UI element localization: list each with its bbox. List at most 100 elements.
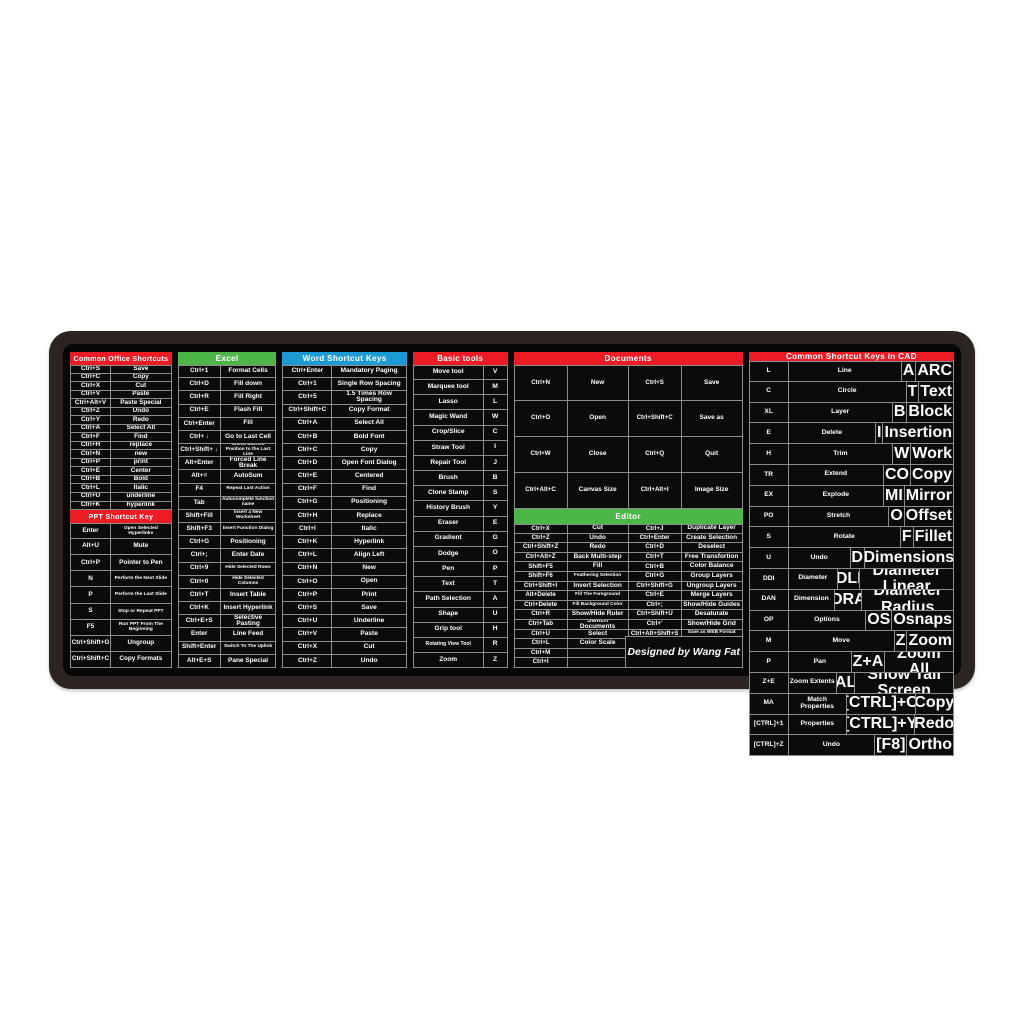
tool-name: Eraser xyxy=(412,515,484,532)
shortcut-action: Ungroup xyxy=(110,634,172,652)
table-row: Ctrl+H Replace xyxy=(282,508,407,524)
shortcut-action: Delete xyxy=(787,422,876,445)
shortcut-action: Work xyxy=(910,443,954,465)
shortcut-action: Positioning xyxy=(331,495,407,510)
section-header-cad: Common Shortcut Keys in CAD xyxy=(748,352,954,361)
tool-name: Grip tool xyxy=(412,621,484,638)
shortcut-key: PO xyxy=(748,505,789,528)
shortcut-action: Insert Table xyxy=(219,587,277,603)
table-row: Text T xyxy=(412,576,508,593)
shortcut-key: DDI xyxy=(748,567,789,590)
shortcut-key: Ctrl+A xyxy=(282,416,333,431)
table-row: Pen P xyxy=(412,561,508,578)
table-row: XL Layer B Block xyxy=(748,401,954,424)
table-row: Shape U xyxy=(412,606,508,623)
table-row: Shift+Fill Insert a New Worksheet xyxy=(177,508,277,524)
basic-tools-grid: Move tool V Marquee tool M Lasso L Magic Wand W… xyxy=(412,365,508,669)
section-header-excel: Excel xyxy=(177,352,277,365)
shortcut-key: DAN xyxy=(748,588,789,611)
shortcut-action: Switch To The Uplink xyxy=(219,640,277,655)
table-row: Magic Wand W xyxy=(412,409,508,426)
table-row: Straw Tool I xyxy=(412,439,508,456)
shortcut-key: Ctrl+5 xyxy=(282,390,333,405)
shortcut-action: Move xyxy=(787,630,895,653)
shortcut-key: Ctrl+I xyxy=(513,657,568,668)
shortcut-key: Ctrl+O xyxy=(513,400,568,437)
shortcut-action: Trim xyxy=(787,443,894,465)
shortcut-action: Copy Formats xyxy=(110,650,172,668)
shortcut-key: Ctrl+K xyxy=(70,500,111,511)
shortcut-action: Explode xyxy=(787,484,884,507)
shortcut-key: Ctrl+V xyxy=(282,627,333,642)
shortcut-action: Open xyxy=(331,574,407,589)
tool-key: Y xyxy=(482,500,508,517)
column-office: Common Office Shortcuts Ctrl+S Save Ctrl+C… xyxy=(70,352,172,668)
shortcut-key: P xyxy=(748,651,789,673)
tool-key: G xyxy=(482,530,508,547)
table-row: P Pan Z+A Zoom All xyxy=(748,651,954,673)
table-row: Ctrl+O Open Ctrl+Shift+C Save as xyxy=(513,400,743,437)
shortcut-key: Ctrl+W xyxy=(513,436,568,473)
table-row: Ctrl+Shift+G Ungroup xyxy=(70,634,172,652)
shortcut-action: Layer xyxy=(787,401,893,424)
shortcut-action: Dimensions xyxy=(863,547,954,569)
table-row: [CTRL]+Z Undo [F8] Ortho xyxy=(748,734,954,757)
shortcut-key: AL xyxy=(835,671,856,694)
table-row: Ctrl+N New Ctrl+S Save xyxy=(513,365,743,401)
shortcut-key: DRA xyxy=(834,588,863,611)
shortcut-action: Show Tall Screen xyxy=(854,671,954,694)
column-basic-tools: Basic tools Move tool V Marquee tool M Lasso… xyxy=(412,352,508,669)
shortcut-action: Insert Function Dialog xyxy=(219,522,277,537)
shortcut-key: T xyxy=(905,380,920,403)
shortcut-key: Ctrl+Shift+ ↓ xyxy=(177,443,221,458)
shortcut-action: Italic xyxy=(331,522,407,537)
shortcut-key: Ctrl+X xyxy=(282,640,333,655)
table-row: Dodge O xyxy=(412,545,508,563)
shortcut-action: Block xyxy=(906,401,954,424)
tool-key: V xyxy=(482,365,508,381)
table-row: Enter Open Selected Hyperlinks xyxy=(70,523,172,540)
shortcut-key: W xyxy=(892,443,912,465)
shortcut-action: Copy xyxy=(910,463,954,486)
shortcut-action: Selective Pasting xyxy=(219,614,277,629)
shortcut-action: Stretch xyxy=(787,505,890,528)
shortcut-key: Ctrl+D xyxy=(282,456,333,471)
tool-name: Clone Stamp xyxy=(412,485,484,502)
shortcut-key: C xyxy=(748,380,789,403)
shortcut-action: Hyperlink xyxy=(331,535,407,550)
table-row: Shift+F3 Insert Function Dialog xyxy=(177,522,277,537)
shortcut-key: F xyxy=(899,526,914,549)
column-word: Word Shortcut Keys Ctrl+Enter Mandatory P… xyxy=(282,352,407,668)
shortcut-key: Ctrl+P xyxy=(70,554,111,572)
shortcut-action: Undo xyxy=(787,547,851,569)
designer-signature: Designed by Wang Fat xyxy=(624,636,743,668)
shortcut-key: Ctrl+B xyxy=(282,429,333,445)
shortcut-action: Pane Special xyxy=(219,653,277,668)
shortcut-action: Match Properties xyxy=(787,692,847,715)
shortcut-action: Align Left xyxy=(331,548,407,563)
shortcut-action: Fill xyxy=(219,416,277,431)
tool-key: M xyxy=(482,379,508,396)
shortcut-action: Osnaps xyxy=(891,609,954,632)
shortcut-action: Insert Hyperlink xyxy=(219,601,277,616)
table-row: Ctrl+K Insert Hyperlink xyxy=(177,601,277,616)
shortcut-action: Undo xyxy=(331,653,407,668)
section-header-ppt: PPT Shortcut Key xyxy=(70,510,172,523)
table-row: Repair Tool J xyxy=(412,454,508,472)
shortcut-action: Forced Line Break xyxy=(219,456,277,471)
shortcut-key: Ctrl+9 xyxy=(177,561,221,576)
shortcut-action: Select All xyxy=(331,416,407,431)
shortcut-key: TR xyxy=(748,463,789,486)
tool-key: J xyxy=(482,454,508,472)
shortcut-action: Zoom xyxy=(906,630,954,653)
tool-key: I xyxy=(482,439,508,456)
tool-key: E xyxy=(482,515,508,532)
shortcut-key: EX xyxy=(748,484,789,507)
section-header-editor: Editor xyxy=(513,509,743,524)
table-row: Zoom Z xyxy=(412,651,508,669)
table-row: Ctrl+Shift+C Copy Formats xyxy=(70,650,172,668)
shortcut-action: Line xyxy=(787,361,902,382)
tool-key: U xyxy=(482,606,508,623)
shortcut-key: Ctrl+K xyxy=(282,535,333,550)
shortcut-key: F4 xyxy=(177,482,221,497)
